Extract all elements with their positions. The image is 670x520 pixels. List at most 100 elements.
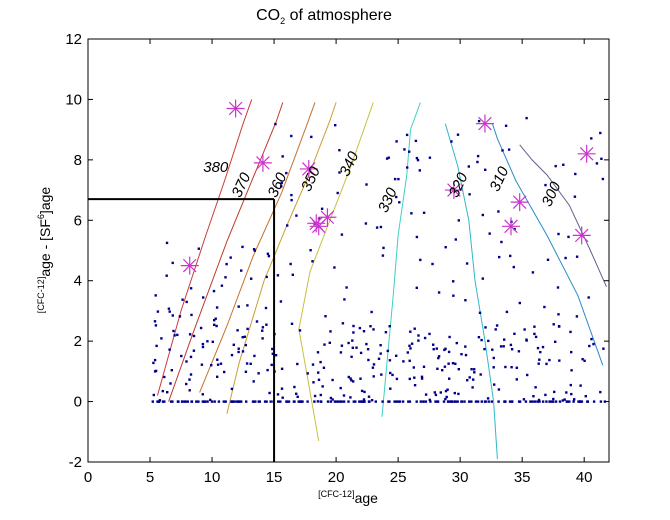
- data-point: [572, 400, 575, 403]
- data-point: [443, 348, 446, 352]
- star-stroke: [579, 147, 594, 161]
- data-point: [518, 301, 521, 305]
- data-point: [339, 351, 343, 354]
- data-point: [405, 133, 409, 137]
- data-point: [515, 378, 518, 381]
- data-point: [172, 329, 175, 333]
- data-point: [296, 362, 299, 366]
- data-point: [557, 325, 561, 328]
- data-point: [418, 169, 421, 172]
- data-point: [473, 371, 476, 374]
- data-point: [374, 400, 377, 403]
- data-point: [254, 400, 257, 403]
- star-stroke: [302, 162, 316, 176]
- data-point: [490, 400, 493, 403]
- data-point: [417, 339, 420, 342]
- data-point: [268, 391, 271, 395]
- x-axis-ticks: 0 5 10 15 20 25 30 35 40: [84, 39, 593, 486]
- data-point: [395, 195, 398, 199]
- data-point: [476, 400, 480, 403]
- data-point: [409, 330, 412, 333]
- data-point: [523, 328, 526, 331]
- data-point: [243, 335, 246, 338]
- data-point: [449, 400, 452, 403]
- data-point: [398, 201, 401, 204]
- data-point: [180, 354, 183, 358]
- data-point: [165, 241, 169, 245]
- data-point: [494, 328, 497, 331]
- data-point: [595, 162, 599, 165]
- data-point: [428, 332, 431, 336]
- data-point: [168, 310, 171, 313]
- data-point: [371, 366, 375, 369]
- data-point: [379, 344, 382, 347]
- data-point: [335, 400, 338, 403]
- data-point: [552, 400, 555, 403]
- star-stroke: [447, 183, 461, 197]
- y-tick-label: 0: [74, 394, 82, 411]
- data-point: [358, 400, 361, 403]
- data-point: [533, 400, 537, 403]
- data-point: [565, 400, 568, 403]
- data-point: [588, 344, 591, 348]
- data-point: [215, 306, 219, 309]
- y-tick-label: 8: [74, 152, 82, 169]
- data-point: [464, 299, 467, 302]
- star-marker: [577, 144, 596, 163]
- data-point: [156, 400, 159, 403]
- data-point: [214, 317, 217, 320]
- data-point: [505, 310, 509, 314]
- data-point: [323, 343, 326, 346]
- data-point: [501, 149, 504, 152]
- data-point: [340, 344, 344, 347]
- data-point: [352, 324, 355, 328]
- data-point: [534, 386, 537, 389]
- data-point: [395, 400, 398, 403]
- data-point: [561, 399, 564, 402]
- data-point: [362, 398, 366, 401]
- data-point: [503, 338, 506, 341]
- data-point: [416, 158, 420, 162]
- data-point: [189, 287, 193, 290]
- data-point: [537, 362, 540, 365]
- data-point: [476, 154, 480, 158]
- data-point: [536, 400, 539, 403]
- data-point: [171, 400, 174, 403]
- data-point: [412, 366, 415, 369]
- data-point: [317, 378, 321, 381]
- data-point: [311, 363, 315, 366]
- data-point: [201, 342, 205, 346]
- data-point: [313, 400, 316, 403]
- data-point: [544, 393, 547, 397]
- data-point: [524, 400, 528, 403]
- data-point: [188, 333, 192, 336]
- contour-label-370: 370: [228, 170, 254, 200]
- data-point: [339, 386, 342, 390]
- data-point: [326, 400, 330, 403]
- data-point: [460, 353, 463, 356]
- data-point: [599, 390, 602, 394]
- data-point: [599, 131, 602, 135]
- data-point: [202, 296, 205, 299]
- data-point: [567, 235, 570, 239]
- data-point: [413, 327, 416, 330]
- contour-lines: [157, 99, 607, 460]
- data-point: [455, 341, 458, 345]
- data-point: [533, 332, 536, 336]
- contour-label-310: 310: [486, 164, 512, 194]
- data-point: [185, 300, 188, 304]
- contour-label-380: 380: [203, 159, 229, 176]
- data-point: [415, 235, 419, 239]
- data-point: [554, 340, 557, 343]
- data-point: [372, 363, 376, 366]
- data-point: [536, 346, 540, 350]
- data-point: [279, 300, 283, 303]
- data-point: [364, 222, 368, 225]
- data-point: [401, 400, 405, 403]
- data-point: [464, 345, 467, 348]
- data-point: [456, 400, 459, 403]
- data-point: [333, 266, 336, 269]
- x-tick-label: 25: [390, 469, 407, 486]
- data-point: [389, 387, 392, 390]
- star-marker: [502, 217, 521, 236]
